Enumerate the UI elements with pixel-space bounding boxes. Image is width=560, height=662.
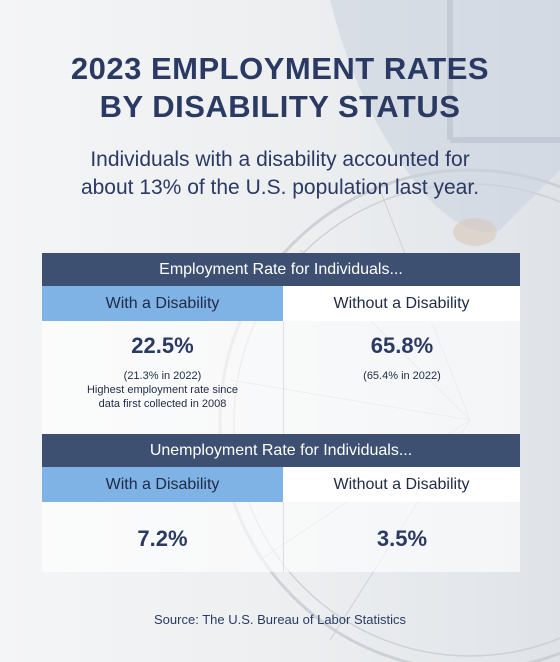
title-line-1: 2023 EMPLOYMENT RATES (70, 51, 490, 86)
source-note: Source: The U.S. Bureau of Labor Statist… (154, 612, 406, 627)
unemployment-header: Unemployment Rate for Individuals... (42, 434, 520, 467)
employment-without-disability-value: 65.8% (370, 333, 434, 358)
unemployment-without-disability-cell: 3.5% (283, 502, 520, 572)
employment-without-disability-cell: 65.8% (65.4% in 2022) (283, 321, 520, 434)
subtitle: Individuals with a disability accounted … (30, 146, 530, 202)
employment-with-disability-note-3: data first collected in 2008 (98, 398, 227, 410)
unemployment-with-disability-cell: 7.2% (42, 502, 283, 572)
employment-with-disability-note-2: Highest employment rate since (86, 384, 238, 396)
employment-with-disability-cell: 22.5% (21.3% in 2022) Highest employment… (42, 321, 283, 434)
page-title: 2023 EMPLOYMENT RATES BY DISABILITY STAT… (0, 50, 560, 126)
employment-with-disability-value: 22.5% (131, 333, 194, 358)
employment-header: Employment Rate for Individuals... (42, 253, 520, 286)
subtitle-line-1: Individuals with a disability accounted … (90, 148, 470, 171)
subtitle-line-2: about 13% of the U.S. population last ye… (80, 176, 480, 199)
unemployment-column-headers: With a Disability Without a Disability (42, 467, 520, 502)
employment-with-disability-label: With a Disability (42, 286, 283, 321)
employment-with-disability-note-1: (21.3% in 2022) (123, 370, 202, 382)
employment-values-row: 22.5% (21.3% in 2022) Highest employment… (42, 321, 520, 434)
hand-shape (453, 218, 497, 246)
unemployment-without-disability-value: 3.5% (376, 526, 428, 551)
unemployment-with-disability-value: 7.2% (137, 526, 188, 551)
employment-table: Employment Rate for Individuals... With … (42, 253, 520, 434)
employment-without-disability-label: Without a Disability (283, 286, 520, 321)
employment-without-disability-note-1: (65.4% in 2022) (363, 370, 441, 382)
unemployment-values-row: 7.2% 3.5% (42, 502, 520, 572)
person-arm-shape (330, 0, 560, 232)
unemployment-with-disability-label: With a Disability (42, 467, 283, 502)
employment-column-headers: With a Disability Without a Disability (42, 286, 520, 321)
unemployment-table: Unemployment Rate for Individuals... Wit… (42, 434, 520, 572)
title-line-2: BY DISABILITY STATUS (99, 89, 461, 124)
unemployment-without-disability-label: Without a Disability (283, 467, 520, 502)
